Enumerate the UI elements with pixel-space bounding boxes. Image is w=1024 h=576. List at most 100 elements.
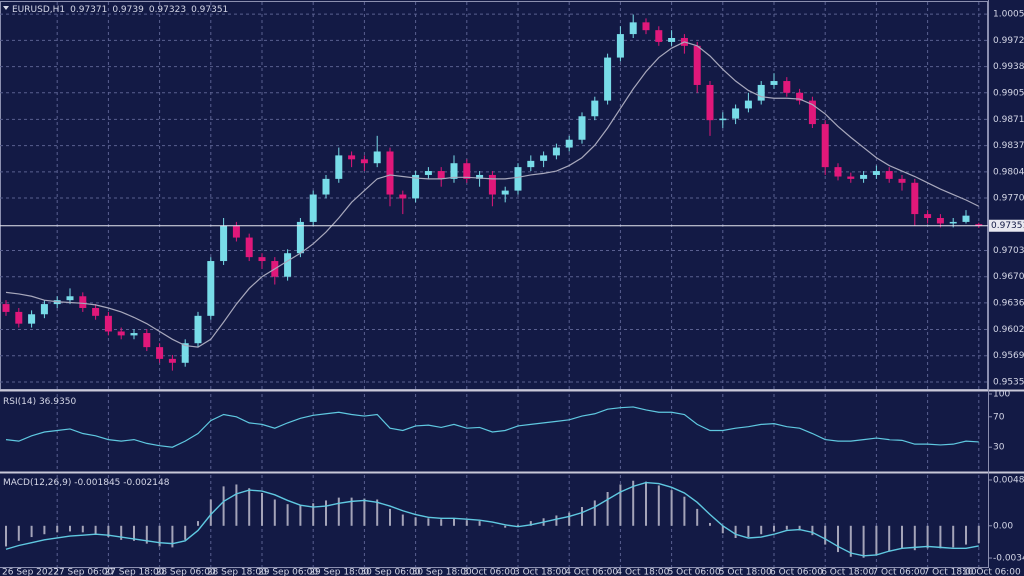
macd-histogram-bar (453, 518, 455, 526)
macd-histogram-bar (350, 497, 353, 526)
candle-body (296, 221, 304, 254)
macd-histogram-bar (414, 517, 417, 526)
macd-histogram-bar (965, 525, 967, 545)
candle-body (104, 315, 112, 332)
macd-histogram-bar (81, 525, 84, 533)
candle-body (386, 151, 394, 195)
candle-body (181, 343, 189, 363)
macd-histogram-bar (209, 499, 212, 526)
candle-body (79, 296, 87, 308)
candle-body (207, 261, 215, 316)
candle-body (194, 315, 202, 344)
macd-histogram-bar (798, 525, 801, 531)
symbol-menu-icon (3, 6, 9, 10)
candle-body (527, 160, 535, 168)
macd-histogram-bar (619, 484, 622, 526)
candle-body (719, 118, 727, 121)
candle-body (412, 174, 420, 199)
macd-histogram-bar (606, 491, 609, 526)
x-tick-label: 4 Oct 06:00 (565, 568, 618, 576)
ohlc-value: 0.97323 (149, 5, 186, 15)
macd-histogram-bar (30, 525, 33, 538)
macd-histogram-bar (568, 512, 571, 526)
candle-body (66, 296, 74, 301)
candle-body (732, 108, 740, 119)
macd-histogram-bar (747, 525, 750, 538)
candle-body (936, 218, 944, 224)
macd-histogram-bar (875, 525, 878, 555)
macd-histogram-bar (683, 496, 686, 526)
ohlc-value: 0.9739 (112, 5, 144, 15)
y-tick-label: 0.97705 (993, 194, 1024, 204)
macd-histogram-bar (529, 521, 532, 526)
candle-body (604, 57, 612, 101)
macd-histogram-bar (952, 525, 955, 548)
candle-body (399, 194, 407, 199)
candle-body (552, 147, 560, 156)
candle-body (130, 333, 138, 336)
candle-body (821, 124, 829, 168)
candle-body (872, 171, 880, 175)
candle-body (540, 155, 548, 161)
macd-histogram-bar (184, 525, 187, 540)
y-tick-label: 70 (993, 412, 1005, 422)
ohlc-value: 0.97351 (191, 5, 228, 15)
candle-body (565, 139, 573, 148)
macd-histogram-bar (478, 521, 481, 526)
y-tick-label: -0.003436 (993, 554, 1024, 564)
macd-histogram-bar (248, 488, 251, 526)
x-tick-label: 29 Sep 18:00 (309, 568, 369, 576)
x-tick-label: 5 Oct 06:00 (668, 568, 721, 576)
macd-histogram-bar (133, 525, 135, 541)
candle-body (834, 167, 842, 177)
candle-body (488, 174, 496, 195)
macd-histogram-bar (120, 525, 123, 540)
macd-histogram-bar (440, 519, 443, 526)
candle-body (706, 84, 714, 121)
macd-histogram-bar (491, 525, 494, 527)
x-tick-label: 4 Oct 18:00 (616, 568, 669, 576)
x-tick-label: 3 Oct 06:00 (463, 568, 516, 576)
macd-histogram-bar (94, 525, 97, 535)
candle-body (143, 333, 151, 348)
macd-histogram-bar (363, 498, 366, 526)
panel-title: RSI(14) 36.9350 (3, 397, 76, 407)
candle-body (92, 308, 100, 316)
macd-histogram-bar (222, 486, 225, 526)
macd-histogram-bar (171, 525, 174, 548)
candle-body (860, 174, 868, 179)
macd-histogram-bar (734, 525, 737, 538)
candle-body (309, 194, 317, 222)
macd-histogram-bar (926, 525, 929, 549)
y-tick-label: 0.004878 (993, 475, 1024, 485)
macd-histogram-bar (773, 525, 775, 532)
candle-body (668, 38, 676, 42)
macd-histogram-bar (5, 525, 7, 547)
macd-histogram-bar (145, 525, 148, 544)
macd-histogram-bar (593, 500, 596, 526)
candle-body (156, 347, 164, 359)
macd-histogram-bar (504, 525, 507, 528)
candle-body (360, 159, 368, 164)
candle-body (258, 257, 266, 262)
candle-body (591, 100, 599, 117)
price-tag-box (989, 219, 1024, 232)
x-tick-label: 5 Oct 18:00 (719, 568, 772, 576)
panel-title: EURUSD,H1 0.97371 0.9739 0.97323 0.97351 (12, 5, 228, 15)
candle-body (783, 81, 791, 93)
macd-histogram-bar (721, 525, 724, 534)
candle-body (463, 163, 471, 179)
candle-body (655, 30, 663, 42)
x-tick-label: 6 Oct 18:00 (821, 568, 874, 576)
candle-body (335, 155, 343, 179)
macd-histogram-bar (657, 485, 660, 526)
y-tick-label: 0.96025 (993, 325, 1024, 335)
rsi-line (5, 406, 979, 448)
macd-histogram-bar (555, 515, 558, 526)
x-tick-label: 26 Sep 2022 (2, 568, 59, 576)
x-tick-label: 27 Sep 06:00 (53, 568, 113, 576)
x-tick-label: 10 Oct 06:00 (962, 568, 1021, 576)
